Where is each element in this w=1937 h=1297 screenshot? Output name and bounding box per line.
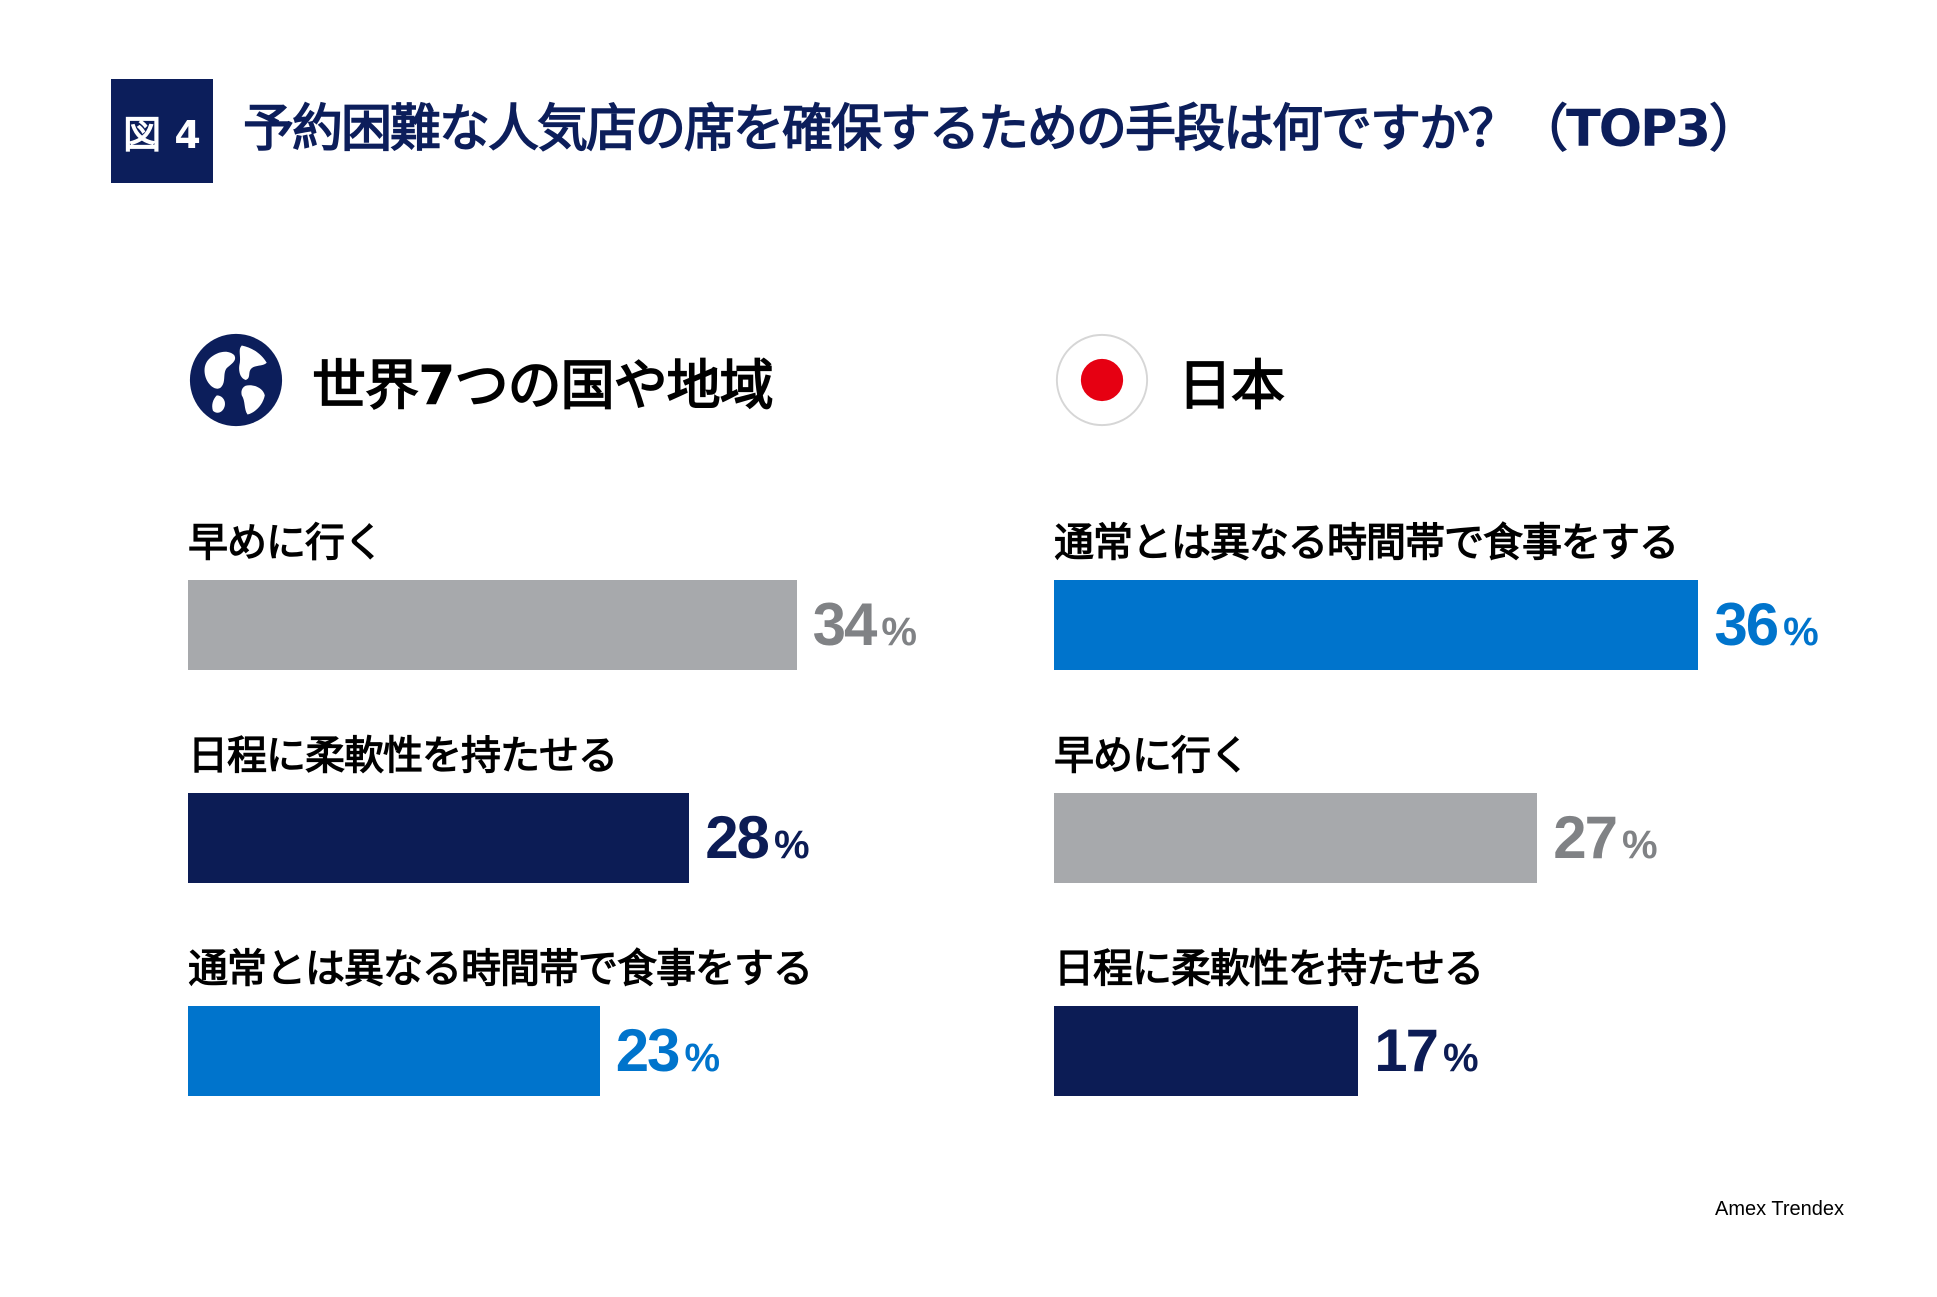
bar-value-number: 34: [812, 591, 878, 658]
bar: [188, 1006, 600, 1096]
japan-flag-icon: [1055, 333, 1149, 427]
source-label: Amex Trendex: [1715, 1198, 1844, 1220]
bar-value-label: 34%: [813, 580, 917, 686]
bar-value-label: 36%: [1714, 580, 1818, 686]
bar-value-number: 17: [1374, 1017, 1439, 1084]
bar-label: 通常とは異なる時間帯で食事をする: [1054, 520, 1679, 566]
bar-value-label: 17%: [1374, 1006, 1478, 1112]
bar: [1054, 1006, 1359, 1096]
bar-value-unit: %: [684, 1036, 721, 1080]
chart-panel-japan: 日本 通常とは異なる時間帯で食事をする 36% 早めに行く 27% 日程に柔軟性を持たせ…: [1054, 0, 1914, 1297]
chart-panel-world: 世界7つの国や地域 早めに行く 34% 日程に柔軟性を持たせる 28% 通常とは異なる時…: [188, 0, 1048, 1297]
bar: [188, 793, 690, 883]
bar-value-number: 27: [1553, 804, 1618, 871]
figure-badge: 図 4: [111, 79, 213, 183]
bar-label: 日程に柔軟性を持たせる: [1054, 946, 1484, 992]
globe-icon: [189, 333, 283, 427]
bar-value-unit: %: [1622, 823, 1658, 867]
bar-value-unit: %: [881, 610, 917, 654]
bar: [1054, 580, 1699, 670]
bar: [1054, 793, 1538, 883]
bar-label: 早めに行く: [188, 520, 384, 566]
panel-header: 世界7つの国や地域: [188, 330, 774, 430]
bar-value-unit: %: [1783, 610, 1819, 654]
bar-value-label: 28%: [705, 793, 809, 899]
bar-value-label: 27%: [1553, 793, 1657, 899]
bar-value-number: 23: [615, 1017, 681, 1084]
panel-title: 世界7つの国や地域: [312, 353, 774, 417]
bar-value-unit: %: [1443, 1036, 1479, 1080]
bar-label: 通常とは異なる時間帯で食事をする: [188, 946, 813, 992]
bar-value-label: 23%: [616, 1006, 720, 1112]
bar-value-unit: %: [773, 823, 810, 867]
bar-value-number: 36: [1714, 591, 1779, 658]
bar-label: 早めに行く: [1054, 733, 1250, 779]
panel-title: 日本: [1178, 353, 1285, 417]
bar: [188, 580, 797, 670]
figure-title: 予約困難な人気店の席を確保するための手段は何ですか？（TOP3）: [243, 100, 1760, 159]
bar-label: 日程に柔軟性を持たせる: [188, 733, 618, 779]
panel-header: 日本: [1054, 330, 1285, 430]
bar-value-number: 28: [705, 804, 770, 871]
